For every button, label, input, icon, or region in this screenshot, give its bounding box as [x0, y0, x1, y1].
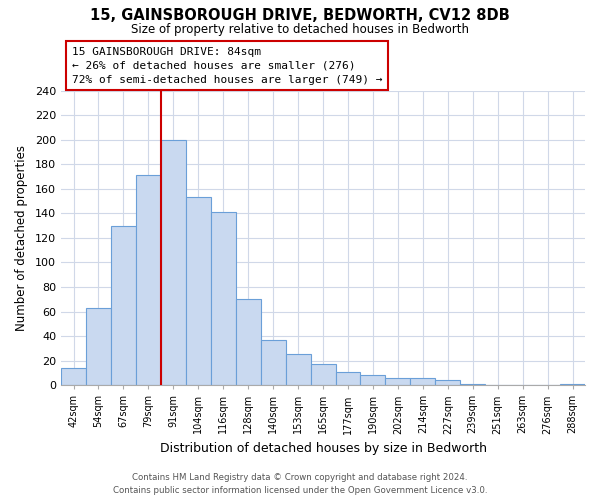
Text: 15 GAINSBOROUGH DRIVE: 84sqm
← 26% of detached houses are smaller (276)
72% of s: 15 GAINSBOROUGH DRIVE: 84sqm ← 26% of de…: [71, 47, 382, 85]
Bar: [61, 368, 86, 385]
X-axis label: Distribution of detached houses by size in Bedworth: Distribution of detached houses by size …: [160, 442, 487, 455]
Bar: [560, 384, 585, 385]
Bar: [286, 354, 311, 385]
Bar: [436, 380, 460, 385]
Bar: [136, 176, 161, 385]
Bar: [385, 378, 410, 385]
Bar: [311, 364, 335, 385]
Text: Size of property relative to detached houses in Bedworth: Size of property relative to detached ho…: [131, 22, 469, 36]
Bar: [161, 140, 186, 385]
Bar: [410, 378, 436, 385]
Bar: [460, 384, 485, 385]
Bar: [260, 340, 286, 385]
Y-axis label: Number of detached properties: Number of detached properties: [15, 145, 28, 331]
Bar: [211, 212, 236, 385]
Bar: [86, 308, 111, 385]
Bar: [361, 376, 385, 385]
Bar: [335, 372, 361, 385]
Text: Contains HM Land Registry data © Crown copyright and database right 2024.
Contai: Contains HM Land Registry data © Crown c…: [113, 473, 487, 495]
Bar: [236, 300, 260, 385]
Bar: [186, 198, 211, 385]
Bar: [111, 226, 136, 385]
Text: 15, GAINSBOROUGH DRIVE, BEDWORTH, CV12 8DB: 15, GAINSBOROUGH DRIVE, BEDWORTH, CV12 8…: [90, 8, 510, 22]
